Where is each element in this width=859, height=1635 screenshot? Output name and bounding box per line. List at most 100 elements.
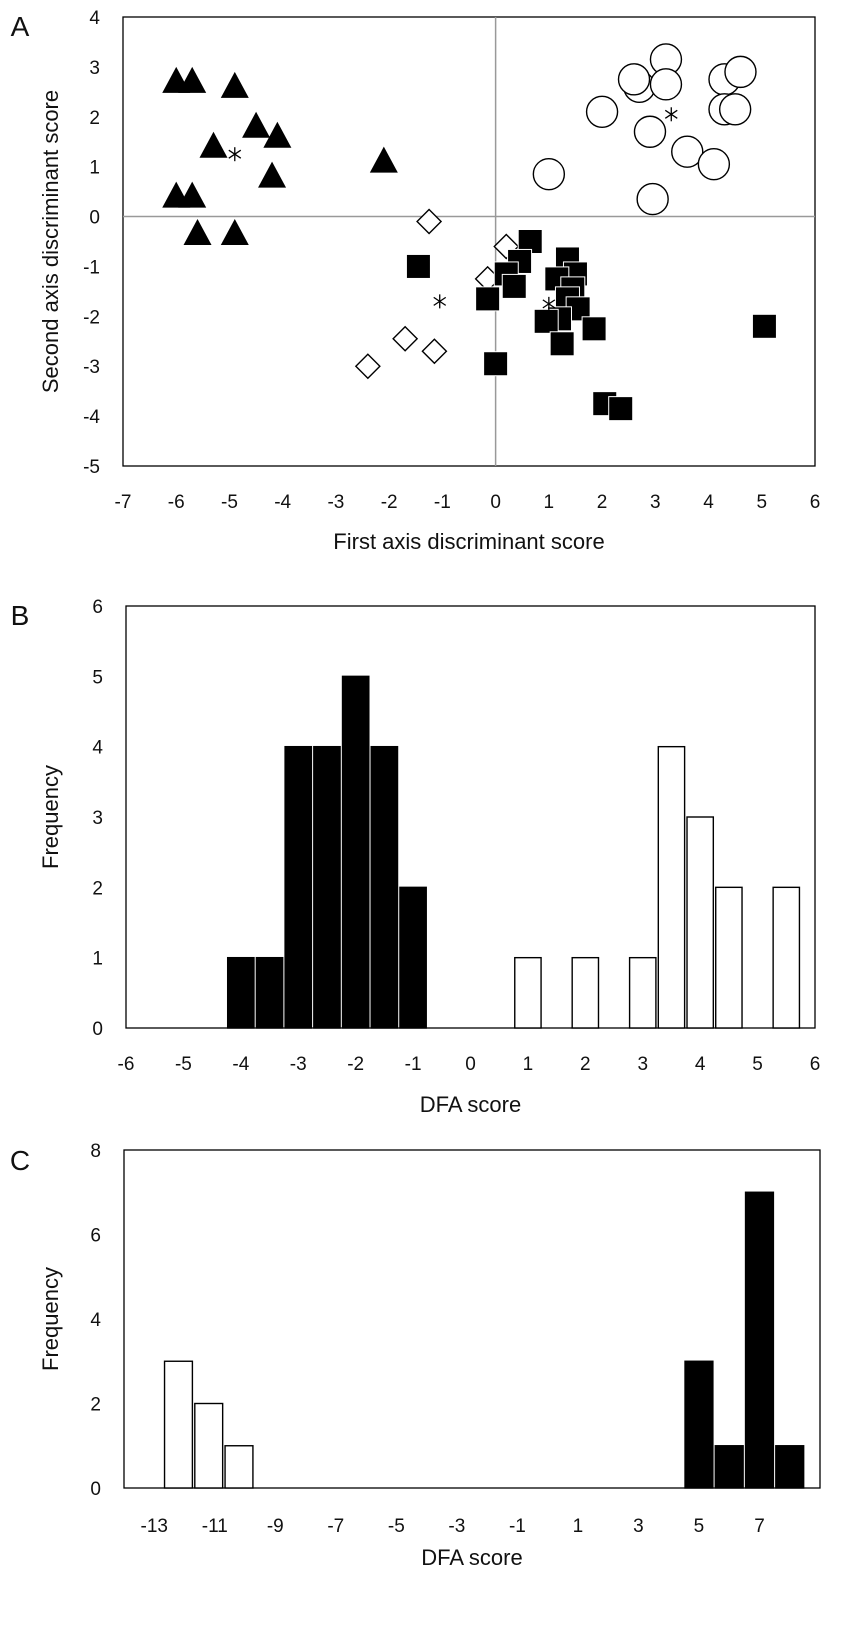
x-tick-label-a: 6 [810, 492, 821, 513]
square-point [501, 273, 527, 299]
x-tick-label-b: 0 [465, 1054, 476, 1075]
y-axis-label-a: Second axis discriminant score [38, 90, 63, 393]
triangle-point [263, 121, 292, 148]
asterisk-stroke [664, 109, 678, 119]
y-tick-label-b: 1 [92, 949, 103, 970]
x-axis-label-c: DFA score [421, 1545, 522, 1570]
circle-point [671, 135, 704, 168]
x-tick-label-a: -1 [434, 492, 451, 513]
x-tick-label-a: -4 [274, 492, 291, 513]
x-tick-label-b: -6 [118, 1054, 135, 1075]
centroid-asterisk [228, 147, 242, 162]
x-tick-label-a: 4 [703, 492, 714, 513]
x-tick-label-b: -2 [347, 1054, 364, 1075]
triangle-point [258, 161, 287, 188]
circle-point [718, 93, 752, 126]
diamond-point [421, 338, 448, 365]
panel-label-a: A [11, 11, 30, 42]
circle-point [649, 68, 683, 101]
x-tick-label-b: -4 [232, 1054, 249, 1075]
y-tick-label-c: 2 [90, 1395, 101, 1416]
histogram-bar [341, 675, 370, 1029]
y-tick-label-b: 2 [92, 878, 103, 899]
diamond-point [392, 325, 419, 352]
x-tick-label-a: 0 [490, 492, 501, 513]
histogram-bar [686, 816, 715, 1029]
y-tick-label-c: 0 [90, 1479, 101, 1500]
x-tick-label-b: 3 [637, 1054, 648, 1075]
x-tick-label-c: -7 [327, 1516, 344, 1537]
triangle-point [178, 66, 207, 93]
x-tick-label-c: 1 [573, 1516, 584, 1537]
asterisk-stroke [228, 149, 242, 159]
histogram-bar [714, 1445, 744, 1489]
x-tick-label-a: 5 [756, 492, 767, 513]
triangle-point [369, 146, 398, 173]
y-tick-label-c: 8 [90, 1141, 101, 1162]
x-tick-label-c: 5 [694, 1516, 705, 1537]
square-point [581, 316, 607, 342]
histogram-bar [571, 956, 600, 1029]
circle-point [697, 147, 731, 181]
histogram-bar [284, 745, 313, 1029]
centroid-asterisk [664, 107, 678, 122]
y-tick-label-b: 3 [92, 808, 103, 829]
histogram-bar [657, 745, 686, 1029]
x-tick-label-b: -1 [405, 1054, 422, 1075]
y-tick-label-a: -5 [83, 457, 100, 478]
y-tick-label-a: -2 [83, 307, 100, 328]
circle-point [724, 55, 757, 89]
histogram-bar [313, 745, 341, 1029]
x-axis-label-a: First axis discriminant score [333, 529, 604, 554]
square-point [751, 313, 777, 339]
circle-point [636, 182, 669, 216]
histogram-bar [744, 1191, 775, 1489]
x-tick-label-c: -5 [388, 1516, 405, 1537]
histogram-bar [684, 1360, 714, 1489]
histogram-bar [775, 1445, 805, 1489]
triangle-point [183, 219, 212, 246]
x-tick-label-c: -11 [202, 1516, 228, 1537]
histogram-bar [370, 745, 399, 1029]
panel-label-b: B [11, 600, 30, 631]
diamond-point [416, 208, 443, 235]
x-tick-label-c: 3 [633, 1516, 644, 1537]
y-axis-label-b: Frequency [38, 765, 63, 869]
square-point [483, 351, 509, 377]
diamond-point [354, 353, 381, 380]
x-axis-label-b: DFA score [420, 1092, 521, 1117]
x-tick-label-c: -9 [267, 1516, 284, 1537]
centroid-asterisk [542, 296, 556, 311]
x-tick-label-b: -5 [175, 1054, 192, 1075]
asterisk-stroke [542, 299, 556, 309]
x-tick-label-c: -13 [141, 1516, 168, 1537]
y-tick-label-a: 1 [89, 158, 100, 179]
x-tick-label-a: -6 [168, 492, 185, 513]
y-tick-label-a: -4 [83, 407, 100, 428]
histogram-bar [399, 886, 427, 1029]
x-tick-label-a: -2 [381, 492, 398, 513]
y-tick-label-a: 4 [89, 8, 100, 29]
histogram-bar [224, 1445, 254, 1489]
circle-point [532, 157, 566, 191]
plot-area-c [123, 1149, 821, 1489]
x-tick-label-b: 1 [523, 1054, 534, 1075]
square-point [549, 331, 575, 357]
triangle-point [220, 219, 249, 246]
histogram-bar [715, 886, 743, 1029]
x-tick-label-b: -3 [290, 1054, 307, 1075]
circle-point [585, 95, 619, 128]
y-tick-label-a: 0 [89, 208, 100, 229]
square-point [533, 308, 559, 334]
x-tick-label-b: 2 [580, 1054, 591, 1075]
x-tick-label-a: 2 [597, 492, 608, 513]
triangle-point [178, 181, 207, 208]
asterisk-stroke [433, 296, 447, 306]
square-point [475, 286, 501, 312]
histogram-bar [255, 956, 284, 1029]
triangle-point [199, 131, 228, 158]
y-tick-label-a: -3 [83, 357, 100, 378]
y-tick-label-b: 0 [92, 1019, 103, 1040]
triangle-point [220, 71, 249, 98]
